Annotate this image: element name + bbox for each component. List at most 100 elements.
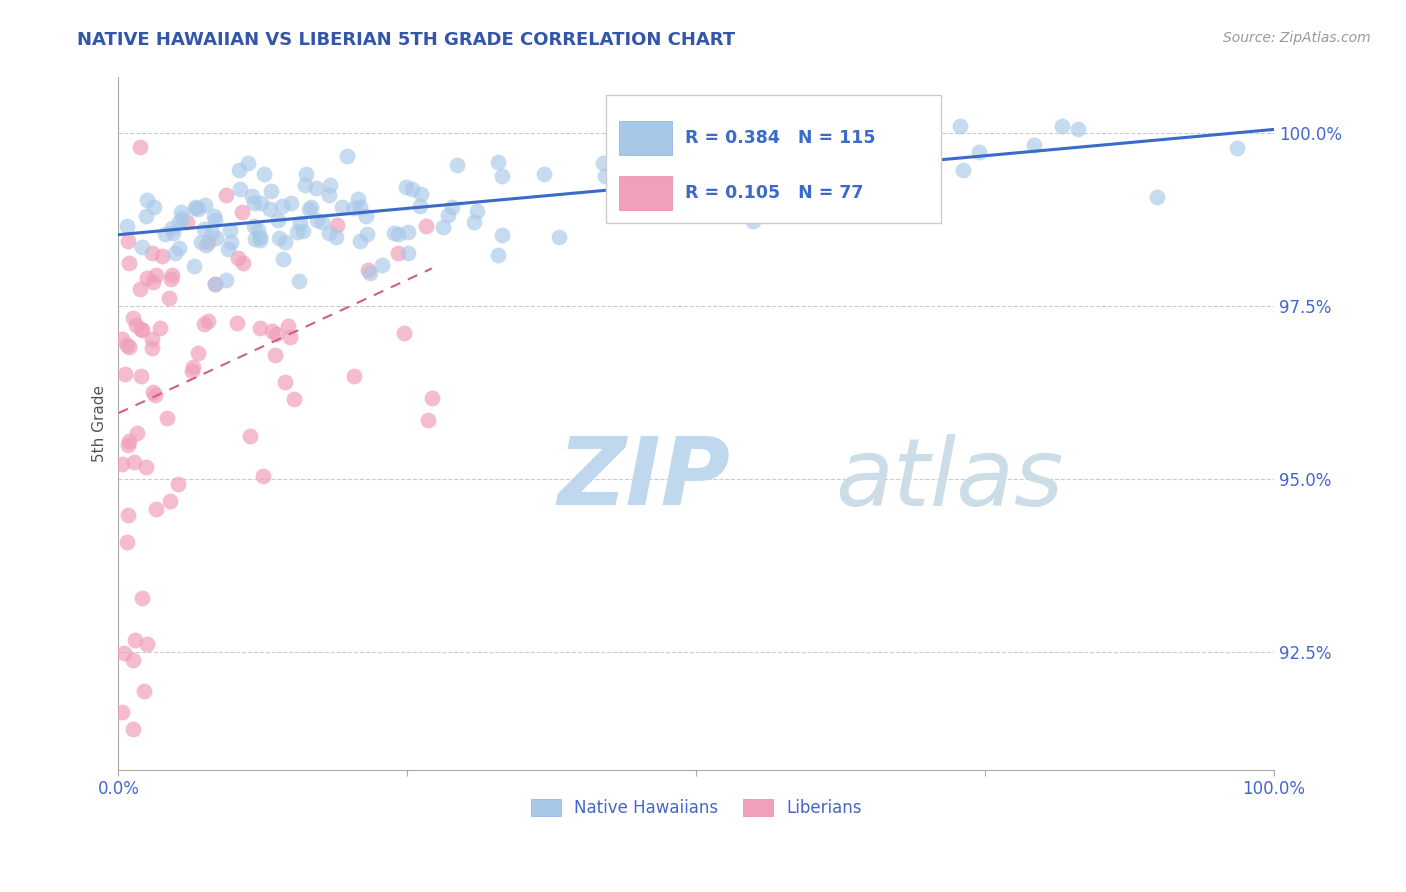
Point bbox=[131, 239, 153, 253]
Point bbox=[219, 235, 242, 249]
Point bbox=[205, 231, 228, 245]
Point bbox=[548, 229, 571, 244]
Point bbox=[156, 411, 179, 425]
Point bbox=[195, 238, 218, 252]
Point bbox=[253, 167, 276, 181]
Point bbox=[280, 195, 302, 210]
Point bbox=[343, 369, 366, 384]
Point bbox=[370, 259, 392, 273]
Point bbox=[837, 124, 859, 138]
Point bbox=[349, 234, 371, 248]
Point bbox=[952, 162, 974, 177]
Point bbox=[183, 260, 205, 274]
Point bbox=[145, 387, 167, 401]
Point bbox=[229, 181, 252, 195]
Point bbox=[225, 317, 247, 331]
Point bbox=[160, 221, 183, 235]
Legend: Native Hawaiians, Liberians: Native Hawaiians, Liberians bbox=[524, 792, 869, 824]
Point bbox=[226, 251, 249, 265]
Point bbox=[250, 196, 273, 211]
Point bbox=[135, 459, 157, 474]
Point bbox=[181, 364, 204, 378]
Point bbox=[318, 187, 340, 202]
Point bbox=[118, 434, 141, 448]
Point bbox=[311, 214, 333, 228]
Point bbox=[259, 184, 281, 198]
Point bbox=[115, 535, 138, 549]
Point bbox=[409, 199, 432, 213]
Point bbox=[228, 163, 250, 178]
Point bbox=[204, 213, 226, 227]
Point bbox=[318, 226, 340, 240]
Point bbox=[793, 172, 815, 186]
Point bbox=[215, 188, 238, 202]
Point bbox=[190, 235, 212, 250]
Point bbox=[1226, 141, 1249, 155]
Point bbox=[122, 722, 145, 736]
Point bbox=[193, 318, 215, 332]
Point bbox=[298, 202, 321, 217]
Point bbox=[125, 426, 148, 441]
Point bbox=[491, 227, 513, 242]
Text: NATIVE HAWAIIAN VS LIBERIAN 5TH GRADE CORRELATION CHART: NATIVE HAWAIIAN VS LIBERIAN 5TH GRADE CO… bbox=[77, 31, 735, 49]
Point bbox=[278, 330, 301, 344]
Point bbox=[359, 266, 381, 280]
Point bbox=[246, 223, 269, 237]
Point bbox=[249, 320, 271, 334]
Point bbox=[260, 324, 283, 338]
Point bbox=[193, 221, 215, 235]
Point bbox=[243, 232, 266, 246]
Point bbox=[187, 202, 209, 216]
Point bbox=[252, 469, 274, 483]
Point bbox=[181, 359, 204, 374]
Point bbox=[232, 256, 254, 270]
Point bbox=[420, 391, 443, 405]
Point bbox=[288, 274, 311, 288]
Point bbox=[111, 705, 134, 719]
Point bbox=[394, 326, 416, 340]
Point bbox=[159, 494, 181, 508]
Point bbox=[167, 215, 190, 229]
Point bbox=[121, 310, 143, 325]
Point bbox=[162, 226, 184, 240]
Point bbox=[903, 126, 925, 140]
Point bbox=[486, 248, 509, 262]
Point bbox=[852, 144, 875, 158]
Point bbox=[183, 201, 205, 215]
Point bbox=[294, 167, 316, 181]
Point bbox=[142, 201, 165, 215]
Point bbox=[111, 457, 134, 471]
Point bbox=[742, 214, 765, 228]
Point bbox=[141, 245, 163, 260]
Point bbox=[593, 169, 616, 183]
Point bbox=[115, 337, 138, 351]
Text: ZIP: ZIP bbox=[558, 434, 730, 525]
Point bbox=[287, 225, 309, 239]
Point bbox=[112, 646, 135, 660]
Point bbox=[307, 213, 329, 227]
Point bbox=[838, 149, 860, 163]
Point bbox=[155, 227, 177, 242]
Point bbox=[465, 204, 488, 219]
Point bbox=[277, 319, 299, 334]
Point bbox=[356, 227, 378, 242]
Point bbox=[231, 205, 253, 219]
Point bbox=[491, 169, 513, 183]
Point bbox=[299, 200, 322, 214]
Point bbox=[336, 149, 359, 163]
Point bbox=[357, 263, 380, 277]
Point bbox=[271, 252, 294, 266]
Point bbox=[463, 215, 485, 229]
Point bbox=[157, 291, 180, 305]
Point bbox=[249, 234, 271, 248]
Point bbox=[776, 173, 799, 187]
Point bbox=[135, 209, 157, 223]
Point bbox=[274, 235, 297, 250]
FancyBboxPatch shape bbox=[606, 95, 941, 223]
Point bbox=[401, 181, 423, 195]
FancyBboxPatch shape bbox=[619, 121, 672, 155]
Point bbox=[349, 200, 371, 214]
Point bbox=[219, 223, 242, 237]
Point bbox=[117, 508, 139, 522]
Point bbox=[533, 167, 555, 181]
